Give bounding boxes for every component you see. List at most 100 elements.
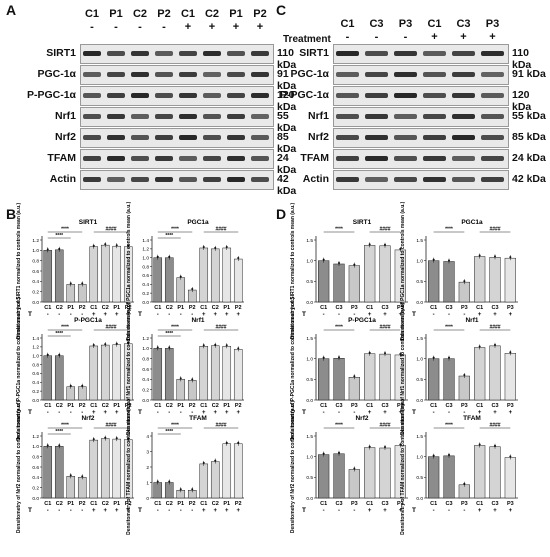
bar bbox=[43, 355, 53, 401]
x-tick-label: C1 bbox=[476, 403, 483, 409]
bar bbox=[443, 455, 455, 499]
t-sign: - bbox=[353, 508, 355, 514]
blot-a-band bbox=[227, 71, 245, 77]
blot-a-band bbox=[251, 176, 269, 182]
data-point bbox=[338, 261, 340, 264]
y-tick-label: 0.2 bbox=[142, 291, 149, 297]
t-sign: + bbox=[399, 508, 403, 514]
blot-a-blot-strip bbox=[80, 65, 274, 85]
x-tick-label: P3 bbox=[507, 403, 514, 409]
sig-label: **** bbox=[61, 227, 69, 233]
y-tick-label: 0.4 bbox=[142, 282, 149, 288]
x-tick-label: P1 bbox=[223, 501, 230, 507]
blot-c-band bbox=[336, 92, 359, 98]
x-tick-label: C2 bbox=[102, 501, 109, 507]
y-tick-label: 1.2 bbox=[142, 336, 149, 342]
t-sign: - bbox=[168, 508, 170, 514]
t-sign: + bbox=[202, 410, 206, 416]
y-tick-label: 0.6 bbox=[32, 465, 39, 471]
data-point bbox=[127, 341, 130, 344]
bar bbox=[112, 344, 122, 401]
x-tick-label: P2 bbox=[189, 501, 196, 507]
bar bbox=[474, 445, 486, 499]
data-point bbox=[353, 263, 356, 266]
blot-a-band bbox=[203, 176, 221, 182]
blot-c-kda-label: 120 kDa bbox=[512, 89, 532, 113]
sig-label: **** bbox=[335, 423, 343, 429]
blot-c-blot-strip bbox=[333, 86, 509, 106]
data-point bbox=[237, 257, 240, 260]
x-tick-label: C1 bbox=[154, 305, 161, 311]
blot-c-row-label: Nrf2 bbox=[307, 131, 329, 143]
blot-c-kda-label: 110 kDa bbox=[512, 47, 532, 71]
bar bbox=[348, 469, 360, 499]
x-tick-label: P2 bbox=[235, 501, 242, 507]
y-tick-label: 0.5 bbox=[416, 279, 423, 285]
y-tick-label: 0.0 bbox=[306, 398, 313, 404]
blot-c-blot-strip bbox=[333, 170, 509, 190]
blot-c-lane-sign: - bbox=[345, 31, 350, 43]
sig-label: #### bbox=[215, 325, 226, 331]
data-point bbox=[191, 488, 194, 491]
t-sign: + bbox=[225, 410, 229, 416]
data-point bbox=[399, 247, 402, 250]
y-tick-label: 1.0 bbox=[306, 454, 313, 460]
bar bbox=[222, 443, 232, 499]
data-point bbox=[494, 255, 496, 258]
blot-a-band bbox=[179, 92, 197, 98]
y-tick-label: 0.8 bbox=[142, 356, 149, 362]
blot-c-band bbox=[452, 134, 475, 140]
x-tick-label: P3 bbox=[507, 305, 514, 311]
bar bbox=[222, 247, 232, 303]
t-axis-label: T bbox=[138, 507, 142, 514]
y-tick-label: 0.5 bbox=[416, 377, 423, 383]
data-point bbox=[509, 351, 512, 354]
t-sign: + bbox=[202, 312, 206, 318]
bar bbox=[100, 244, 110, 303]
x-tick-label: C1 bbox=[200, 501, 207, 507]
bar bbox=[318, 454, 330, 499]
blot-a-lane-sign: - bbox=[138, 21, 142, 33]
data-point bbox=[448, 453, 450, 456]
t-axis-label: T bbox=[28, 409, 32, 416]
t-sign: - bbox=[338, 410, 340, 416]
t-sign: + bbox=[368, 508, 372, 514]
treatment-label: Treatment bbox=[283, 34, 331, 45]
data-point bbox=[179, 275, 182, 278]
blot-a-row-label: TFAM bbox=[47, 152, 76, 164]
data-point bbox=[214, 246, 217, 249]
t-axis-label: T bbox=[412, 311, 416, 318]
chart-ylabel: Densitometry of Nrf1 normalized to contr… bbox=[400, 303, 406, 436]
sig-label: #### bbox=[379, 423, 390, 429]
t-axis-label: T bbox=[302, 311, 306, 318]
data-point bbox=[104, 436, 107, 439]
bar bbox=[89, 246, 99, 303]
blot-c-band bbox=[481, 92, 504, 98]
blot-c-band bbox=[365, 176, 388, 182]
data-point bbox=[494, 444, 496, 447]
panel-letter-a: A bbox=[6, 2, 17, 18]
x-tick-label: C3 bbox=[335, 403, 342, 409]
t-sign: + bbox=[103, 508, 107, 514]
x-tick-label: C1 bbox=[476, 305, 483, 311]
sig-label: **** bbox=[171, 423, 179, 429]
blot-a-band bbox=[227, 92, 245, 98]
blot-a-kda-label: 85 kDa bbox=[277, 131, 297, 155]
x-tick-label: P3 bbox=[461, 501, 468, 507]
x-tick-label: P3 bbox=[507, 501, 514, 507]
t-sign: - bbox=[338, 312, 340, 318]
data-point bbox=[58, 444, 61, 447]
sig-label: **** bbox=[55, 233, 63, 239]
t-sign: + bbox=[383, 312, 387, 318]
panel-letter-d: D bbox=[276, 206, 287, 222]
x-tick-label: P1 bbox=[113, 403, 120, 409]
blot-c-band bbox=[452, 155, 475, 161]
t-sign: - bbox=[81, 410, 83, 416]
blot-a-band bbox=[131, 92, 149, 98]
x-tick-label: P1 bbox=[177, 305, 184, 311]
t-sign: + bbox=[92, 312, 96, 318]
blot-a-band bbox=[131, 71, 149, 77]
x-tick-label: C1 bbox=[366, 501, 373, 507]
t-sign: - bbox=[433, 508, 435, 514]
blot-c-band bbox=[336, 71, 359, 77]
